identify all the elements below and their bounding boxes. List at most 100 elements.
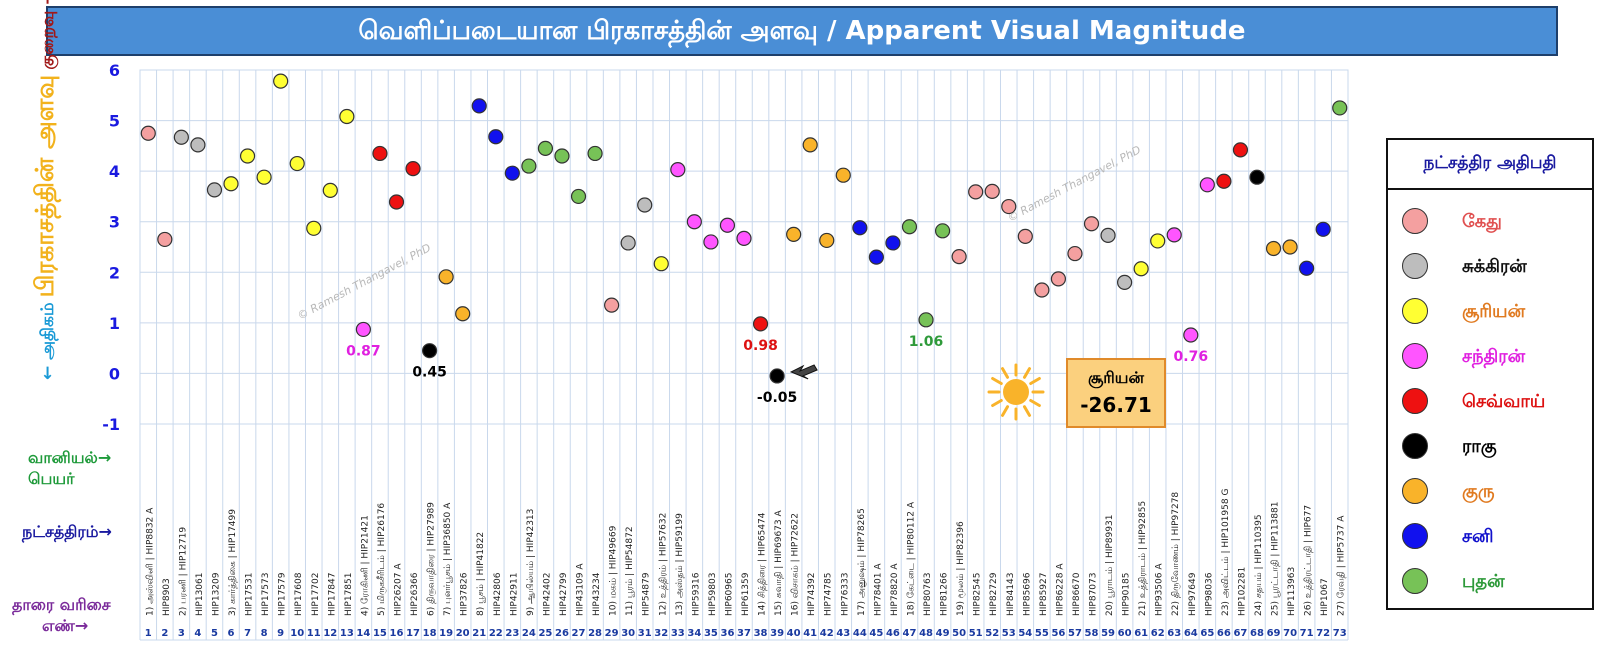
- legend-dot: [1402, 523, 1428, 549]
- sun-ray: [1001, 367, 1009, 379]
- y-tick-label: 3: [109, 213, 120, 232]
- legend-label: கேது: [1462, 211, 1502, 232]
- x-tick-label: 50: [952, 628, 966, 639]
- chart-title: வெளிப்படையான பிரகாசத்தின் அளவு / Apparen…: [46, 6, 1558, 56]
- x-tick-label: 34: [687, 628, 701, 639]
- x-tick-label: 69: [1267, 628, 1281, 639]
- x-tick-label: 68: [1250, 628, 1264, 639]
- star-name-label: HIP43234: [592, 572, 602, 616]
- y-tick-label: 6: [109, 61, 120, 80]
- data-point: [1216, 173, 1232, 189]
- x-tick-label: 7: [244, 628, 251, 639]
- x-tick-label: 4: [194, 628, 201, 639]
- watermark: © Ramesh Thangavel, PhD: [295, 241, 433, 322]
- astro-name-label: வானியல்→ பெயர்: [28, 448, 111, 490]
- star-name-label: HIP82729: [989, 572, 999, 616]
- x-tick-label: 46: [886, 628, 900, 639]
- y-tick-label: 2: [109, 263, 120, 282]
- legend-label: சந்திரன்: [1462, 346, 1526, 367]
- star-name-label: HIP17573: [261, 573, 271, 616]
- star-name-label: HIP42911: [509, 573, 519, 616]
- star-name-label: 17) அனுஷம் | HIP78265: [857, 508, 867, 616]
- legend-item: சூரியன்: [1388, 292, 1592, 332]
- data-point: [306, 220, 322, 236]
- y-tick-label: 4: [109, 162, 120, 181]
- watermark: © Ramesh Thangavel, PhD: [1005, 143, 1143, 224]
- x-tick-label: 47: [903, 628, 917, 639]
- sun-ray: [991, 399, 1003, 407]
- order-label: தாரை வரிசை எண்→: [12, 595, 111, 637]
- x-tick-label: 56: [1051, 628, 1065, 639]
- data-point: [322, 182, 338, 198]
- legend-label: புதன்: [1462, 571, 1505, 592]
- data-point: [190, 137, 206, 153]
- data-point: [752, 316, 769, 332]
- data-point: [570, 188, 587, 205]
- star-name-label: HIP113963: [1287, 567, 1297, 616]
- data-point: [686, 214, 702, 230]
- x-tick-label: 15: [373, 628, 387, 639]
- data-point: [786, 226, 802, 242]
- x-tick-label: 71: [1300, 628, 1314, 639]
- star-name-label: HIP78401 A: [873, 563, 883, 616]
- x-tick-label: 40: [787, 628, 801, 639]
- x-tick-label: 65: [1200, 628, 1214, 639]
- star-name-label: 20) பூராடம் | HIP89931: [1105, 515, 1115, 616]
- data-point: [1083, 216, 1100, 232]
- x-tick-label: 52: [985, 628, 999, 639]
- star-name-label: HIP37826: [460, 572, 470, 616]
- data-point: [1067, 245, 1083, 262]
- data-point: [835, 167, 851, 183]
- star-name-label: HIP42402: [542, 573, 552, 616]
- legend-title: நட்சத்திர அதிபதி: [1388, 140, 1592, 190]
- data-point: [984, 183, 1000, 199]
- star-name-label: 15) சுவாதி | HIP69673 A: [774, 510, 784, 616]
- x-tick-label: 12: [323, 628, 337, 639]
- star-name-label: HIP76333: [840, 573, 850, 616]
- legend-item: கேது: [1388, 202, 1592, 242]
- star-name-label: 27) ரேவதி | HIP5737 A: [1337, 515, 1347, 616]
- data-point: [1017, 228, 1033, 244]
- star-name-label: HIP26366: [410, 572, 420, 616]
- y-axis-title: ← அதிகம் பிரகாசத்தின் அளவு குறைவு →: [30, 0, 70, 380]
- x-tick-label: 49: [936, 628, 950, 639]
- order-label-line1: தாரை வரிசை: [12, 595, 111, 614]
- x-tick-label: 33: [671, 628, 685, 639]
- star-name-label: HIP26207 A: [393, 563, 403, 616]
- x-tick-label: 48: [919, 628, 933, 639]
- data-point: [488, 129, 504, 145]
- data-point: [355, 321, 371, 338]
- star-name-label: 26) உத்திரட்டாதி | HIP677: [1304, 505, 1314, 616]
- legend-label: சனி: [1462, 526, 1494, 547]
- data-point: [554, 148, 570, 164]
- data-point: [968, 184, 984, 200]
- data-point: [421, 343, 438, 359]
- data-label: 0.45: [412, 365, 447, 381]
- x-tick-label: 29: [605, 628, 619, 639]
- star-name-label: HIP98036: [1204, 572, 1214, 616]
- x-tick-label: 25: [538, 628, 552, 639]
- data-point: [239, 148, 256, 164]
- data-point: [1183, 327, 1199, 343]
- x-tick-label: 6: [228, 628, 235, 639]
- star-name-label: HIP85696: [1022, 572, 1032, 616]
- data-point: [1249, 169, 1265, 185]
- data-point: [173, 129, 189, 145]
- star-name-label: HIP85927: [1039, 573, 1049, 616]
- data-point: [471, 98, 487, 114]
- y-axis-less: குறைவு →: [38, 0, 58, 70]
- x-tick-label: 1: [145, 628, 152, 639]
- data-point: [405, 161, 421, 177]
- x-tick-label: 60: [1118, 628, 1132, 639]
- x-tick-label: 26: [555, 628, 569, 639]
- data-point: [802, 137, 818, 153]
- data-point: [951, 249, 967, 265]
- star-name-label: HIP74785: [824, 573, 834, 616]
- star-name-label: 11) பூரம் | HIP54872: [625, 526, 635, 616]
- legend-dot: [1402, 478, 1428, 504]
- x-tick-label: 36: [720, 628, 734, 639]
- data-point: [289, 155, 305, 172]
- x-tick-label: 21: [472, 628, 486, 639]
- star-name-label: HIP43109 A: [576, 563, 586, 616]
- data-point: [1034, 282, 1050, 298]
